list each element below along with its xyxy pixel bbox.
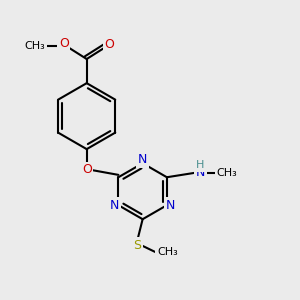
Text: CH₃: CH₃ <box>24 41 45 51</box>
Text: N: N <box>110 199 119 212</box>
Text: CH₃: CH₃ <box>157 247 178 257</box>
Text: S: S <box>133 238 141 252</box>
Text: O: O <box>82 163 92 176</box>
Text: N: N <box>138 153 147 166</box>
Text: N: N <box>196 166 206 179</box>
Text: O: O <box>105 38 115 50</box>
Text: CH₃: CH₃ <box>216 168 237 178</box>
Text: H: H <box>196 160 204 170</box>
Text: O: O <box>59 37 69 50</box>
Text: N: N <box>166 199 175 212</box>
